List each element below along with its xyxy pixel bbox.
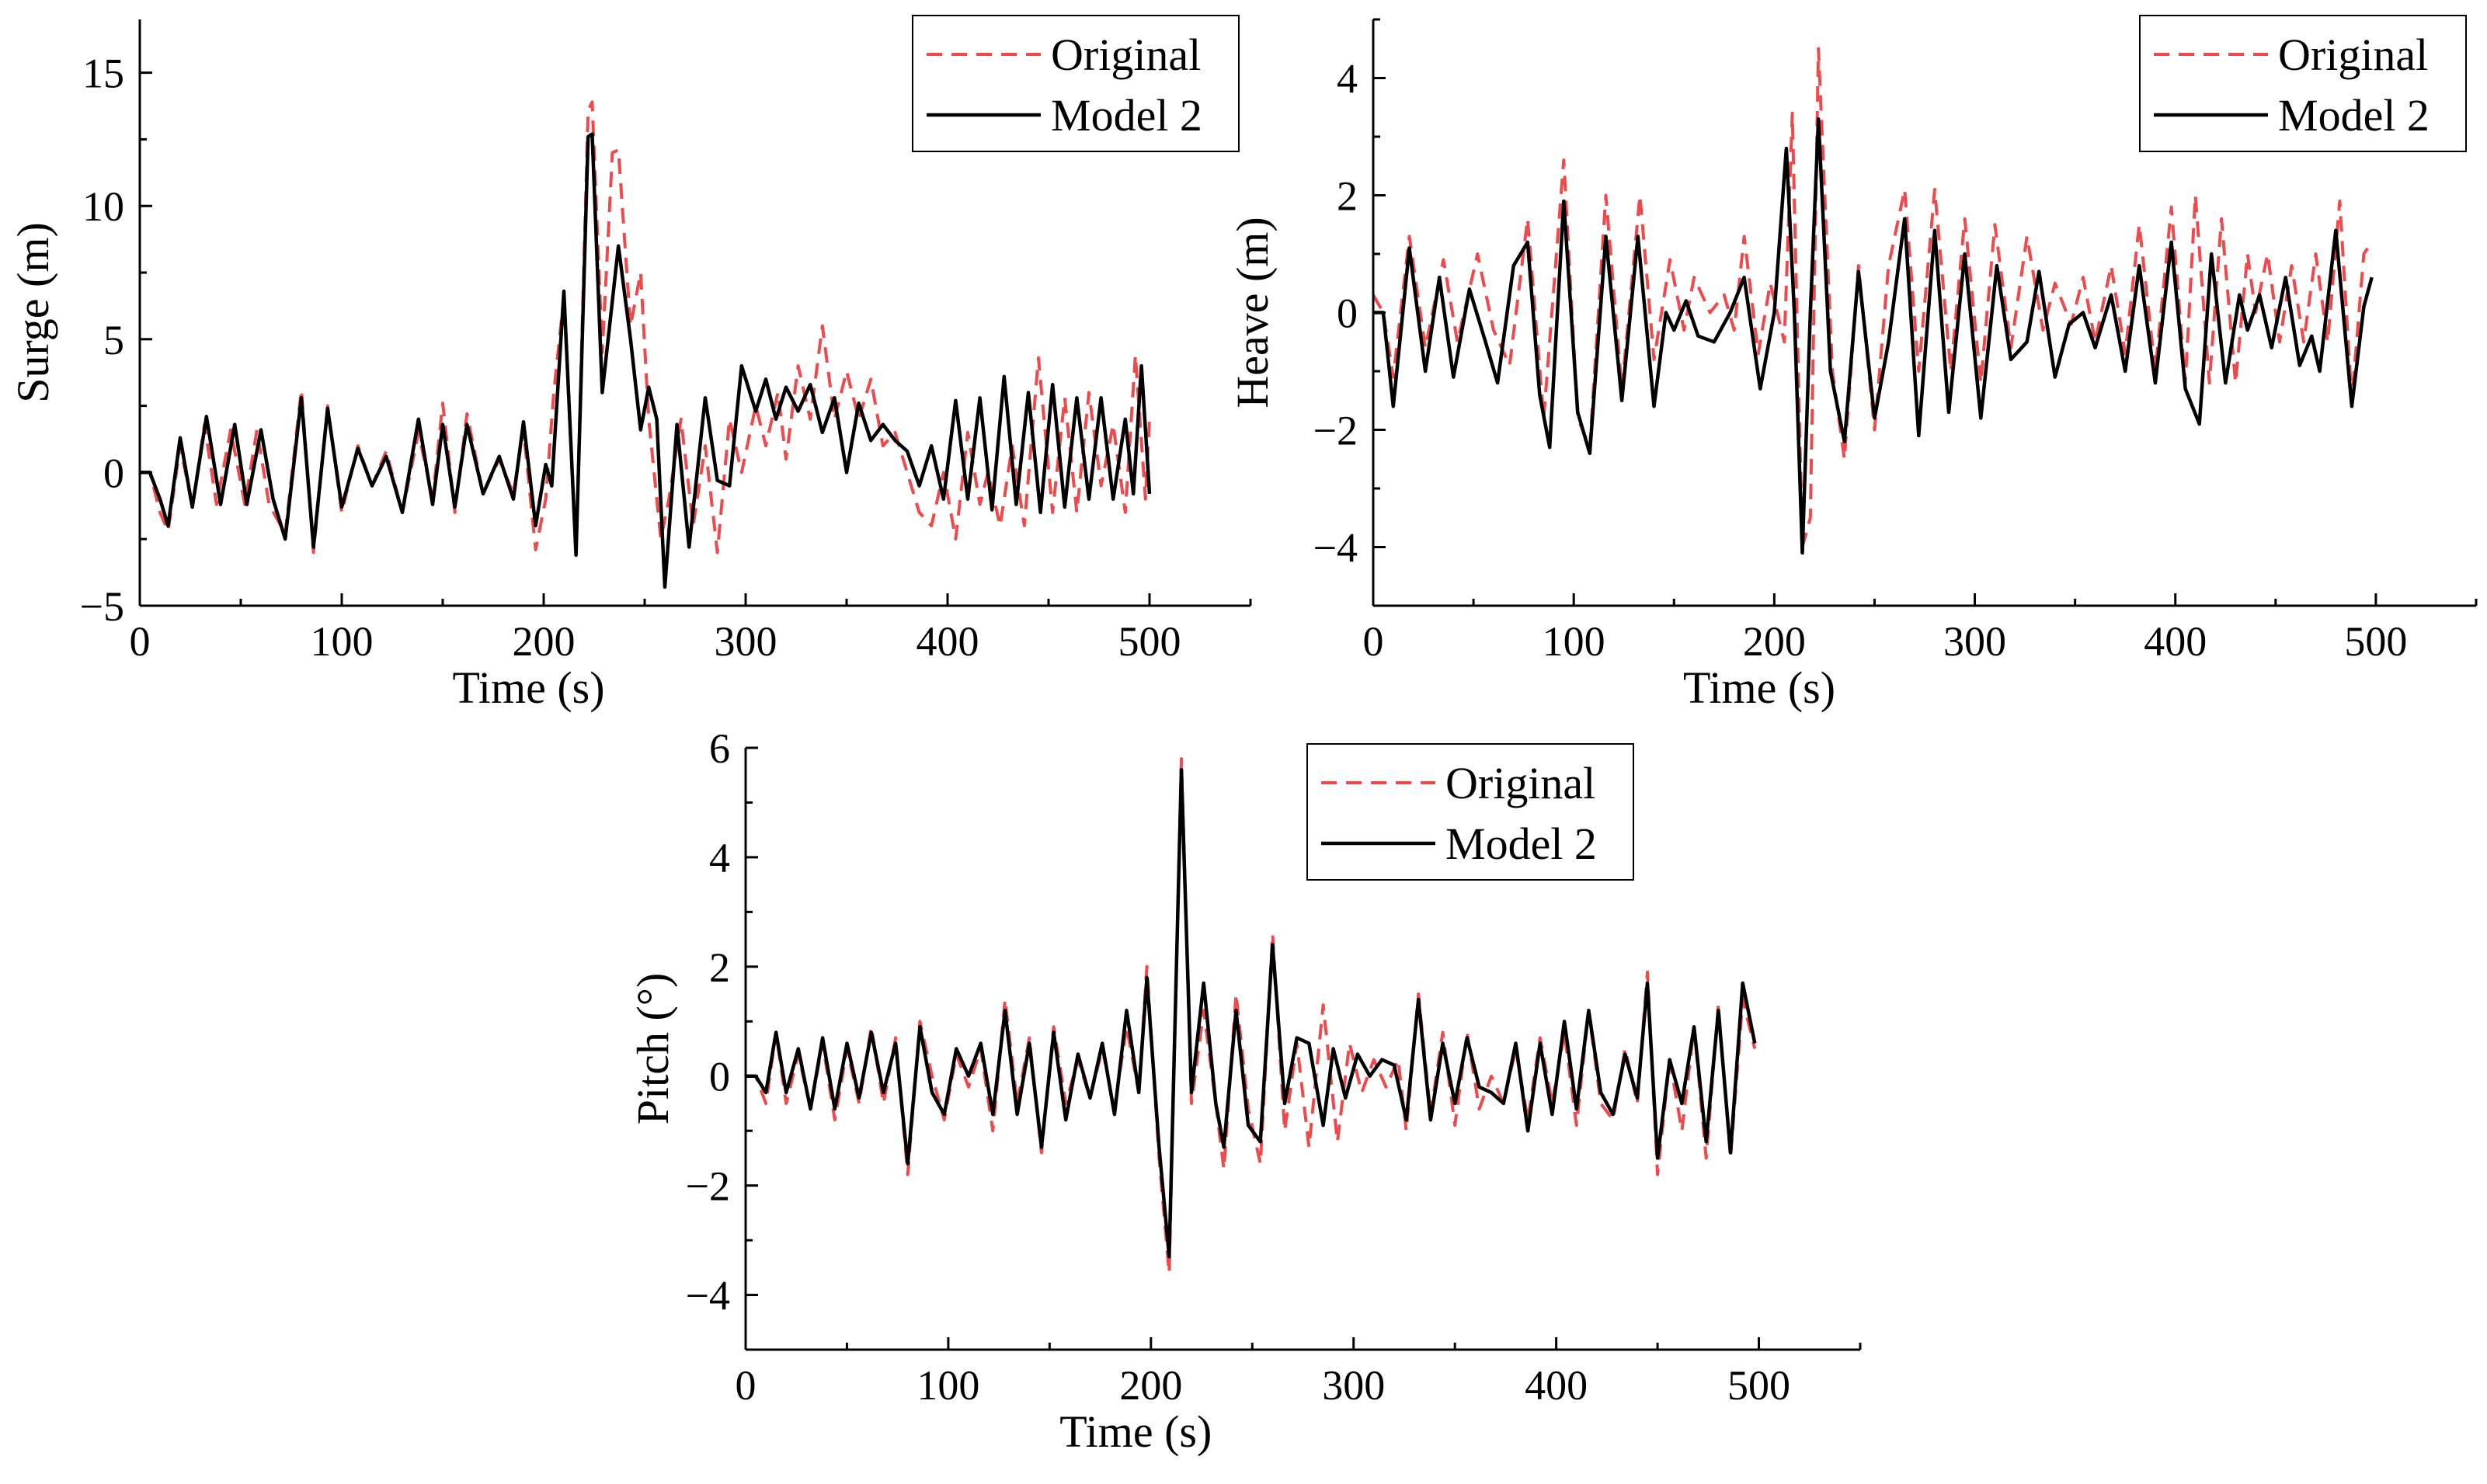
x-tick-label: 300	[715, 618, 777, 665]
x-axis-title: Time (s)	[1059, 1406, 1212, 1457]
x-tick-label: 300	[1943, 618, 2006, 665]
x-tick-label: 100	[1543, 618, 1605, 665]
x-tick-label: 100	[311, 618, 374, 665]
x-tick-label: 100	[917, 1362, 979, 1409]
legend-label-original: Original	[1051, 30, 1201, 80]
legend-box	[1306, 743, 1634, 881]
x-tick-label: 400	[917, 618, 979, 665]
x-tick-label: 200	[1119, 1362, 1182, 1409]
y-tick-label: 0	[103, 450, 124, 496]
y-tick-label: 10	[82, 183, 124, 230]
y-axis-title: Heave (m)	[1227, 217, 1278, 408]
legend: Original Model 2	[1306, 743, 1634, 881]
legend-box	[2139, 15, 2467, 152]
x-tick-label: 500	[1727, 1362, 1790, 1409]
legend-label-model-2: Model 2	[1445, 818, 1597, 869]
y-tick-label: 0	[709, 1054, 730, 1100]
y-tick-label: 2	[709, 944, 730, 991]
legend-label-model-2: Model 2	[2278, 90, 2430, 141]
x-tick-label: 500	[1118, 618, 1181, 665]
x-tick-label: 400	[1525, 1362, 1588, 1409]
y-tick-label: 4	[709, 835, 730, 881]
chart-pitch: 0 100 200 300 400 500 −4 −2 0 2 4 6 Time (s) Pitch (°…	[628, 725, 1862, 1457]
x-tick-label: 500	[2344, 618, 2407, 665]
y-tick-label: 2	[1337, 173, 1358, 220]
y-tick-label: 5	[103, 317, 124, 363]
x-tick-label: 0	[1363, 618, 1384, 665]
series-line-original	[1373, 47, 2374, 549]
y-tick-label: 0	[1337, 290, 1358, 337]
x-tick-label: 0	[130, 618, 151, 665]
series-line-model-2	[1373, 117, 2374, 555]
y-axis-title: Surge (m)	[8, 222, 58, 403]
y-axis-title: Pitch (°)	[628, 973, 678, 1125]
legend-label-model-2: Model 2	[1051, 90, 1202, 141]
y-tick-label: 4	[1337, 56, 1358, 103]
y-tick-label: 6	[709, 725, 730, 772]
series-line-model-2	[746, 767, 1757, 1259]
y-tick-label: −4	[1313, 525, 1358, 572]
y-tick-label: −2	[1313, 408, 1358, 454]
legend: Original Model 2	[912, 15, 1240, 152]
y-tick-label: −5	[80, 583, 124, 630]
chart-heave: 0 100 200 300 400 500 −4 −2 0 2 4 Time (s) Heave (m)…	[1227, 15, 2478, 713]
x-tick-label: 300	[1322, 1362, 1385, 1409]
x-axis-title: Time (s)	[1683, 662, 1835, 713]
legend-label-original: Original	[1445, 758, 1595, 808]
series-line-model-2	[140, 132, 1152, 589]
x-tick-label: 0	[736, 1362, 757, 1409]
x-tick-label: 400	[2144, 618, 2207, 665]
legend-box	[912, 15, 1240, 152]
y-tick-label: 15	[82, 50, 124, 97]
y-tick-label: −2	[686, 1163, 730, 1210]
x-tick-label: 200	[1743, 618, 1806, 665]
x-axis-title: Time (s)	[452, 662, 604, 713]
legend: Original Model 2	[2139, 15, 2467, 152]
legend-label-original: Original	[2278, 30, 2428, 80]
y-tick-label: −4	[686, 1273, 730, 1319]
x-tick-label: 200	[513, 618, 576, 665]
